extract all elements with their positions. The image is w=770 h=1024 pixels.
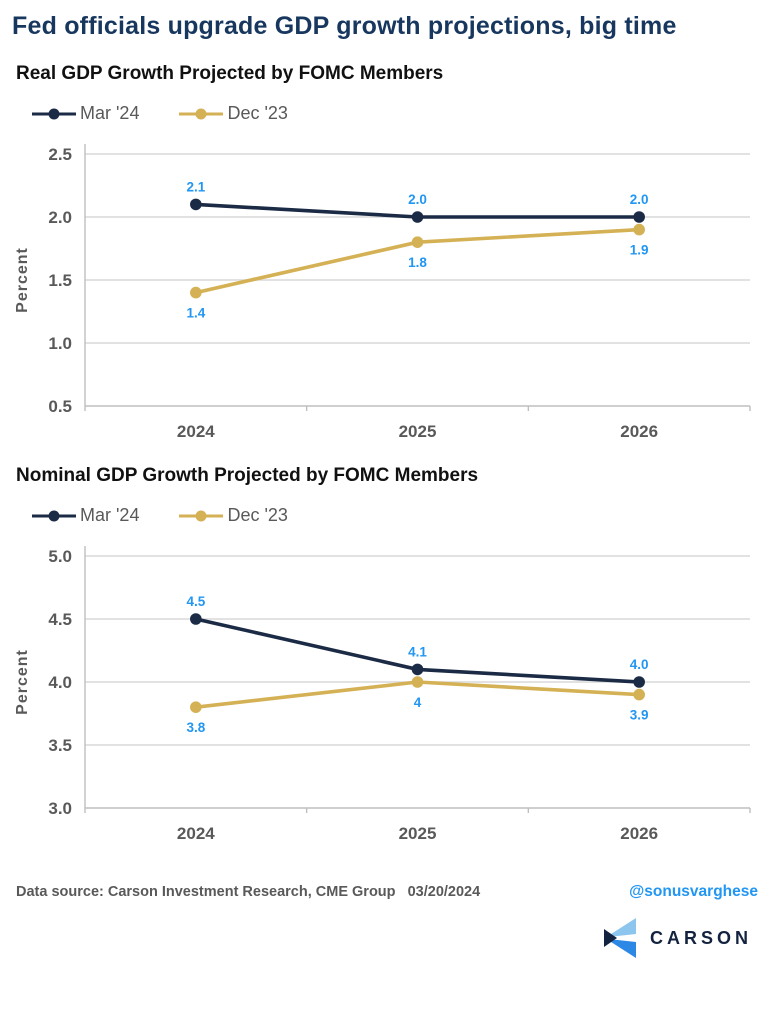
svg-text:0.5: 0.5: [48, 397, 72, 416]
nominal-gdp-chart-title: Nominal GDP Growth Projected by FOMC Mem…: [16, 465, 479, 486]
svg-text:2.0: 2.0: [48, 208, 72, 227]
svg-text:2024: 2024: [177, 824, 215, 843]
carson-logo: CARSON: [10, 917, 752, 959]
svg-text:2.5: 2.5: [48, 145, 72, 164]
real-gdp-legend: Mar '24 Dec '23: [30, 103, 760, 124]
twitter-handle: @sonusvarghese: [629, 883, 758, 900]
legend-label: Mar '24: [80, 505, 140, 525]
nominal-gdp-section: Nominal GDP Growth Projected by FOMC Mem…: [10, 465, 760, 857]
svg-text:2026: 2026: [620, 422, 658, 441]
carson-logo-text: CARSON: [649, 927, 752, 948]
real-gdp-line-chart: 0.5 1.0 1.5 2.0 2.5 2024 2025 2026 Percent 2.1 2.0…: [14, 144, 751, 441]
legend-marker-icon: [32, 510, 76, 521]
svg-text:4: 4: [414, 695, 422, 710]
legend-marker-icon: [179, 108, 224, 119]
legend-item: Dec '23: [177, 505, 288, 526]
svg-text:2.0: 2.0: [408, 192, 427, 207]
legend-item: Dec '23: [177, 103, 288, 124]
real-gdp-section: Real GDP Growth Projected by FOMC Member…: [10, 63, 760, 459]
svg-text:2.1: 2.1: [186, 179, 205, 194]
svg-text:Percent: Percent: [14, 247, 31, 313]
legend-label: Mar '24: [80, 103, 140, 123]
svg-text:2025: 2025: [399, 824, 437, 843]
svg-text:3.9: 3.9: [630, 708, 649, 723]
svg-text:2026: 2026: [620, 824, 658, 843]
svg-text:2025: 2025: [399, 422, 437, 441]
legend-label: Dec '23: [227, 103, 288, 123]
legend-marker-icon: [179, 510, 224, 521]
svg-text:4.0: 4.0: [630, 657, 649, 672]
svg-text:4.0: 4.0: [48, 673, 72, 692]
legend-label: Dec '23: [227, 505, 288, 525]
svg-text:3.8: 3.8: [186, 720, 205, 735]
svg-text:2.0: 2.0: [630, 192, 649, 207]
svg-text:1.4: 1.4: [186, 306, 205, 321]
page-title: Fed officials upgrade GDP growth project…: [12, 12, 677, 40]
svg-text:1.9: 1.9: [630, 243, 649, 258]
svg-text:4.5: 4.5: [186, 594, 205, 609]
svg-text:3.5: 3.5: [48, 736, 72, 755]
legend-marker-icon: [32, 108, 76, 119]
real-gdp-chart-title: Real GDP Growth Projected by FOMC Member…: [16, 63, 444, 84]
svg-text:4.1: 4.1: [408, 644, 427, 659]
svg-text:1.5: 1.5: [48, 271, 72, 290]
nominal-gdp-legend: Mar '24 Dec '23: [30, 505, 760, 526]
svg-text:1.8: 1.8: [408, 255, 427, 270]
legend-item: Mar '24: [30, 505, 139, 526]
data-source-text: Data source: Carson Investment Research,…: [16, 884, 481, 900]
svg-text:2024: 2024: [177, 422, 215, 441]
svg-text:3.0: 3.0: [48, 799, 72, 818]
nominal-gdp-line-chart: 3.0 3.5 4.0 4.5 5.0 2024 2025 2026 Percent 4.5 4.1…: [14, 546, 751, 843]
svg-text:4.5: 4.5: [48, 610, 72, 629]
svg-text:5.0: 5.0: [48, 547, 72, 566]
footer: Data source: Carson Investment Research,…: [16, 883, 758, 901]
legend-item: Mar '24: [30, 103, 139, 124]
carson-logo-icon: [603, 918, 636, 958]
svg-text:1.0: 1.0: [48, 334, 72, 353]
svg-text:Percent: Percent: [14, 649, 31, 715]
